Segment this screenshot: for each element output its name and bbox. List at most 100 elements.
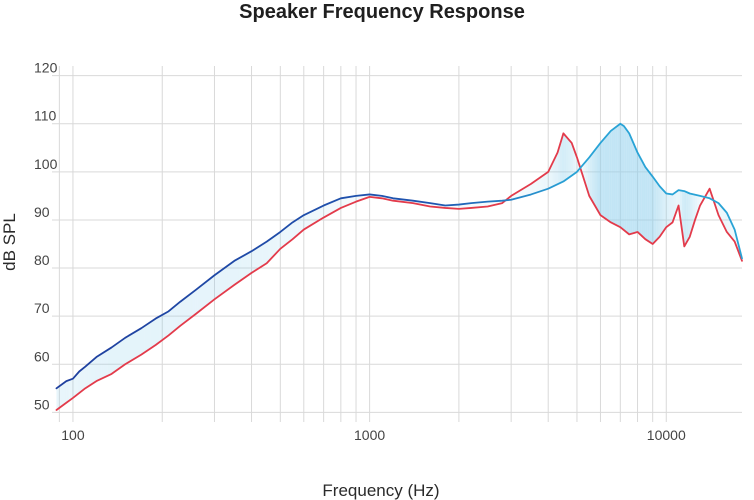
band-segment [630,136,633,234]
band-segment [266,240,269,264]
band-segment [73,375,76,398]
band-segment [114,343,117,372]
band-segment [247,252,250,276]
band-segment [65,380,68,404]
band-segment [214,273,218,299]
y-tick-label: 90 [34,204,50,220]
band-segment [234,259,237,285]
band-segment [170,308,173,335]
band-segment [602,137,605,219]
series-line-red [55,132,743,411]
band-segment [244,253,248,278]
band-segment [662,189,665,233]
band-segment [268,238,271,262]
band-segment [137,328,141,357]
band-segment [523,187,526,197]
band-segment [176,303,179,329]
band-segment [615,125,618,226]
band-segment [125,336,128,365]
band-segment [542,174,545,191]
band-segment [238,257,241,282]
band-segment [328,202,331,215]
band-segment [304,213,308,229]
band-segment [551,160,554,188]
band-segment [105,349,108,377]
band-segment [622,124,625,231]
band-segment [146,323,149,352]
band-segment [592,151,595,205]
band-segment [103,351,106,378]
band-segment [654,178,657,243]
band-segment [313,209,316,224]
band-segment [285,226,288,245]
band-segment [322,205,325,219]
band-segment [484,201,488,207]
band-segment [200,284,203,311]
band-segment [459,204,462,209]
band-segment [345,197,348,206]
band-segment [99,353,102,380]
band-segment [463,203,466,209]
band-segment [208,278,211,304]
band-segment [611,128,614,224]
band-segment [281,229,284,248]
band-segment [255,247,258,271]
band-segment [478,202,481,208]
band-segment [566,136,569,180]
band-segment [58,385,61,409]
band-segment [300,215,303,233]
band-segment [294,219,297,238]
band-segment [161,314,164,341]
y-tick-label: 100 [34,156,58,172]
band-segment [540,175,543,192]
band-segment [562,134,565,183]
band-segment [476,202,479,208]
chart-title: Speaker Frequency Response [239,1,525,23]
band-segment [292,221,295,240]
band-segment [334,199,338,212]
band-segment [289,222,293,242]
band-segment [191,291,194,318]
band-segment [641,159,644,238]
band-segment [619,124,623,229]
band-segment [298,217,301,235]
band-segment [92,358,96,384]
y-axis-title: dB SPL [0,213,19,271]
band-segment [251,249,254,273]
shaded-band [56,124,742,410]
band-segment [521,188,524,198]
band-segment [532,181,535,195]
band-segment [172,306,175,333]
band-segment [529,183,533,195]
band-segment [229,262,233,289]
y-tick-label: 110 [34,108,57,124]
band-segment [349,196,353,205]
y-tick-label: 70 [34,300,50,316]
band-segment [82,367,85,391]
y-tick-label: 50 [34,396,50,412]
band-segment [671,193,674,224]
band-segment [77,370,81,395]
band-segment [135,330,138,358]
band-segment [587,156,590,198]
band-segment [283,227,286,247]
band-segment [467,203,470,209]
band-segment [127,335,130,364]
band-segment [339,198,342,209]
band-segment [457,204,460,209]
band-segment [555,151,558,186]
band-segment [628,132,631,234]
band-segment [589,153,593,201]
band-segment [527,184,530,196]
band-segment [570,141,573,177]
band-segment [148,321,151,350]
band-segment [86,363,89,388]
band-segment [185,296,188,323]
band-segment [585,159,588,192]
band-segment [352,196,355,204]
band-segment [634,146,638,233]
band-segment [538,177,541,192]
band-segment [557,144,560,185]
band-segment [287,224,290,243]
band-segment [667,193,670,227]
